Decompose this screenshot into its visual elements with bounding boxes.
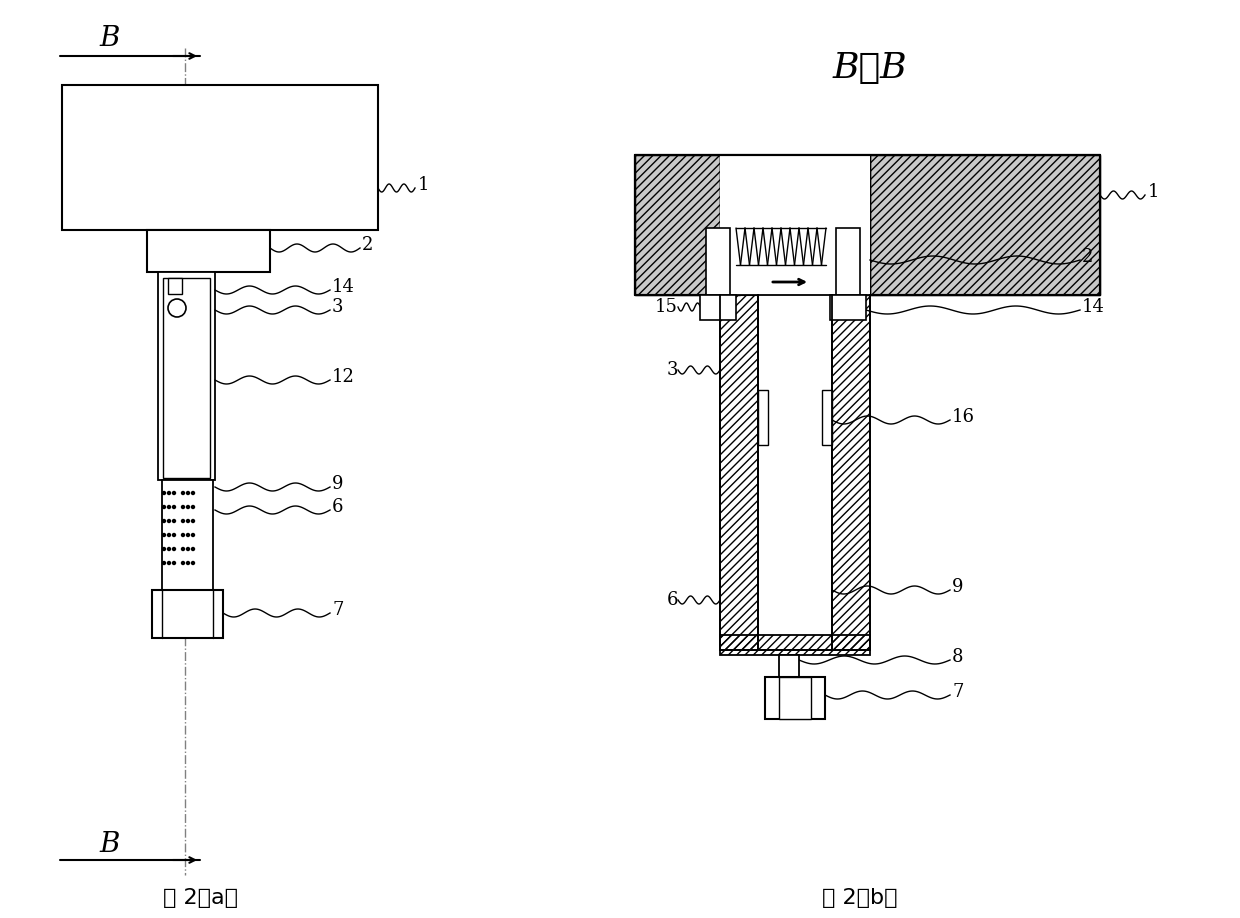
Circle shape xyxy=(186,491,190,495)
Circle shape xyxy=(167,519,171,523)
Circle shape xyxy=(161,547,166,551)
Circle shape xyxy=(161,491,166,495)
Bar xyxy=(635,155,720,295)
Text: 3: 3 xyxy=(332,298,343,316)
Text: 图 2（b）: 图 2（b） xyxy=(822,888,898,908)
Circle shape xyxy=(186,547,190,551)
Circle shape xyxy=(181,561,185,565)
Circle shape xyxy=(172,547,176,551)
Bar xyxy=(720,155,870,295)
Circle shape xyxy=(181,547,185,551)
Circle shape xyxy=(191,519,195,523)
Text: 12: 12 xyxy=(332,368,355,386)
Circle shape xyxy=(167,299,186,317)
Bar xyxy=(822,390,832,445)
Circle shape xyxy=(161,505,166,509)
Circle shape xyxy=(191,561,195,565)
Bar xyxy=(720,635,870,655)
Circle shape xyxy=(172,519,176,523)
Circle shape xyxy=(172,505,176,509)
Bar xyxy=(765,677,825,719)
Text: B－B: B－B xyxy=(833,51,908,85)
Circle shape xyxy=(191,547,195,551)
Circle shape xyxy=(191,532,195,537)
Bar xyxy=(779,655,799,677)
Circle shape xyxy=(167,561,171,565)
Circle shape xyxy=(181,519,185,523)
Bar xyxy=(162,480,213,590)
Bar xyxy=(148,230,270,272)
Circle shape xyxy=(167,505,171,509)
Bar xyxy=(153,590,223,638)
Bar xyxy=(720,295,758,650)
Circle shape xyxy=(186,505,190,509)
Bar xyxy=(758,295,832,650)
Bar xyxy=(720,155,740,295)
Bar xyxy=(722,157,869,290)
Bar xyxy=(167,278,182,294)
Bar xyxy=(635,155,722,295)
Bar xyxy=(758,390,768,445)
Bar xyxy=(720,155,870,295)
Bar xyxy=(62,85,378,230)
Text: 15: 15 xyxy=(655,298,678,316)
Text: 图 2（a）: 图 2（a） xyxy=(162,888,238,908)
Circle shape xyxy=(181,491,185,495)
Text: 14: 14 xyxy=(1083,298,1105,316)
Circle shape xyxy=(186,561,190,565)
Text: 1: 1 xyxy=(1148,183,1159,201)
Circle shape xyxy=(161,519,166,523)
Circle shape xyxy=(181,532,185,537)
Text: 1: 1 xyxy=(418,176,429,194)
Bar xyxy=(830,295,866,320)
Circle shape xyxy=(172,491,176,495)
Bar xyxy=(836,228,861,295)
Bar xyxy=(157,272,215,480)
Text: 14: 14 xyxy=(332,278,355,296)
Text: 2: 2 xyxy=(1083,248,1094,266)
Circle shape xyxy=(167,532,171,537)
Bar xyxy=(720,155,870,295)
Text: 8: 8 xyxy=(952,648,963,666)
Bar xyxy=(870,155,1100,295)
Bar xyxy=(870,155,1100,295)
Bar xyxy=(162,278,210,478)
Bar xyxy=(635,155,1100,295)
Bar xyxy=(830,155,870,295)
Text: 16: 16 xyxy=(952,408,975,426)
Circle shape xyxy=(172,561,176,565)
Circle shape xyxy=(186,519,190,523)
Circle shape xyxy=(172,532,176,537)
Bar xyxy=(779,677,811,719)
Circle shape xyxy=(191,491,195,495)
Text: 7: 7 xyxy=(952,683,963,701)
Circle shape xyxy=(181,505,185,509)
Circle shape xyxy=(186,532,190,537)
Circle shape xyxy=(161,561,166,565)
Circle shape xyxy=(167,491,171,495)
Circle shape xyxy=(167,547,171,551)
Text: 9: 9 xyxy=(952,578,963,596)
Text: B: B xyxy=(99,25,120,51)
Circle shape xyxy=(161,532,166,537)
Text: 2: 2 xyxy=(362,236,373,254)
Circle shape xyxy=(191,505,195,509)
Text: 7: 7 xyxy=(332,601,343,619)
Bar xyxy=(832,295,870,650)
Bar xyxy=(701,295,737,320)
Text: 6: 6 xyxy=(667,591,678,609)
Text: 6: 6 xyxy=(332,498,343,516)
Text: 3: 3 xyxy=(667,361,678,379)
Bar xyxy=(706,228,730,295)
Text: 9: 9 xyxy=(332,475,343,493)
Text: B: B xyxy=(99,832,120,858)
